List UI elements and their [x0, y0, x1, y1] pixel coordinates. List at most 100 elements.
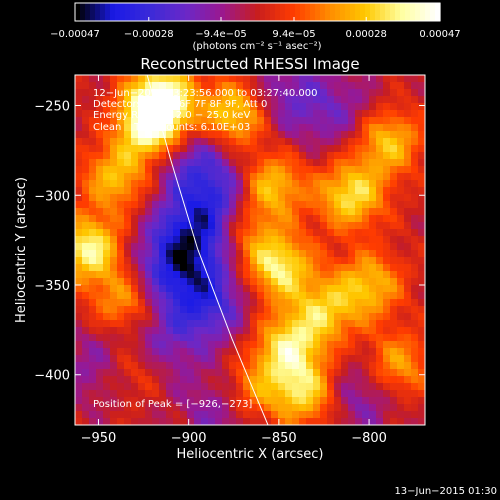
heatmap-cell	[306, 187, 314, 195]
heatmap-cell	[187, 236, 195, 244]
heatmap-cell	[362, 327, 370, 335]
heatmap-cell	[355, 278, 363, 286]
heatmap-cell	[355, 313, 363, 321]
heatmap-cell	[243, 236, 251, 244]
heatmap-cell	[131, 327, 139, 335]
heatmap-cell	[313, 355, 321, 363]
heatmap-cell	[103, 96, 111, 104]
heatmap-cell	[292, 180, 300, 188]
heatmap-cell	[166, 229, 174, 237]
heatmap-cell	[369, 145, 377, 153]
heatmap-cell	[250, 327, 258, 335]
heatmap-cell	[103, 369, 111, 377]
heatmap-cell	[271, 236, 279, 244]
heatmap-cell	[327, 369, 335, 377]
heatmap-cell	[110, 96, 118, 104]
heatmap-cell	[404, 362, 412, 370]
heatmap-cell	[397, 390, 405, 398]
heatmap-cell	[362, 369, 370, 377]
heatmap-cell	[103, 348, 111, 356]
heatmap-cell	[264, 166, 272, 174]
heatmap-cell	[327, 348, 335, 356]
heatmap-cell	[376, 320, 384, 328]
heatmap-cell	[299, 89, 307, 97]
heatmap-cell	[243, 285, 251, 293]
heatmap-cell	[271, 229, 279, 237]
heatmap-cell	[194, 180, 202, 188]
heatmap-cell	[89, 110, 97, 118]
heatmap-cell	[159, 89, 167, 97]
heatmap-cell	[229, 236, 237, 244]
heatmap-cell	[180, 152, 188, 160]
heatmap-cell	[271, 131, 279, 139]
heatmap-cell	[82, 383, 90, 391]
heatmap-cell	[236, 187, 244, 195]
heatmap-cell	[376, 236, 384, 244]
heatmap-cell	[257, 355, 265, 363]
heatmap-cell	[82, 348, 90, 356]
heatmap-cell	[306, 306, 314, 314]
heatmap-cell	[362, 180, 370, 188]
heatmap-cell	[194, 103, 202, 111]
heatmap-cell	[173, 229, 181, 237]
heatmap-cell	[236, 110, 244, 118]
heatmap-cell	[327, 306, 335, 314]
heatmap-cell	[411, 285, 419, 293]
heatmap-cell	[397, 348, 405, 356]
heatmap-cell	[180, 264, 188, 272]
heatmap-cell	[131, 369, 139, 377]
heatmap-cell	[397, 82, 405, 90]
heatmap-cell	[89, 271, 97, 279]
colorbar-segment	[210, 3, 216, 21]
heatmap-cell	[229, 404, 237, 412]
heatmap-cell	[271, 152, 279, 160]
heatmap-cell	[306, 320, 314, 328]
heatmap-cell	[355, 390, 363, 398]
heatmap-cell	[173, 82, 181, 90]
heatmap-cell	[166, 355, 174, 363]
heatmap-cell	[173, 243, 181, 251]
heatmap-cell	[278, 334, 286, 342]
heatmap-cell	[145, 418, 153, 425]
heatmap-cell	[215, 152, 223, 160]
heatmap-cell	[96, 341, 104, 349]
heatmap-cell	[341, 285, 349, 293]
heatmap-cell	[138, 166, 146, 174]
heatmap-cell	[390, 187, 398, 195]
heatmap-cell	[187, 75, 195, 83]
heatmap-cell	[383, 194, 391, 202]
heatmap-cell	[96, 334, 104, 342]
heatmap-cell	[180, 131, 188, 139]
heatmap-cell	[264, 348, 272, 356]
heatmap-cell	[159, 208, 167, 216]
heatmap-cell	[404, 299, 412, 307]
heatmap-cell	[75, 173, 83, 181]
heatmap-cell	[82, 334, 90, 342]
heatmap-cell	[208, 250, 216, 258]
heatmap-cell	[390, 285, 398, 293]
heatmap-cell	[201, 355, 209, 363]
heatmap-cell	[166, 320, 174, 328]
heatmap-cell	[173, 173, 181, 181]
heatmap-cell	[306, 334, 314, 342]
colorbar-segment	[110, 3, 116, 21]
heatmap-cell	[327, 404, 335, 412]
heatmap-cell	[369, 418, 377, 425]
heatmap-cell	[292, 82, 300, 90]
heatmap-cell	[362, 320, 370, 328]
heatmap-cell	[131, 89, 139, 97]
heatmap-cell	[390, 306, 398, 314]
heatmap-cell	[376, 110, 384, 118]
heatmap-cell	[222, 418, 230, 425]
heatmap-cell	[131, 292, 139, 300]
heatmap-cell	[313, 320, 321, 328]
colorbar-segment	[390, 3, 396, 21]
heatmap-cell	[271, 320, 279, 328]
heatmap-cell	[96, 215, 104, 223]
heatmap-cell	[166, 341, 174, 349]
heatmap-cell	[96, 390, 104, 398]
heatmap-cell	[229, 145, 237, 153]
heatmap-cell	[404, 194, 412, 202]
heatmap-cell	[320, 75, 328, 83]
heatmap-cell	[201, 215, 209, 223]
